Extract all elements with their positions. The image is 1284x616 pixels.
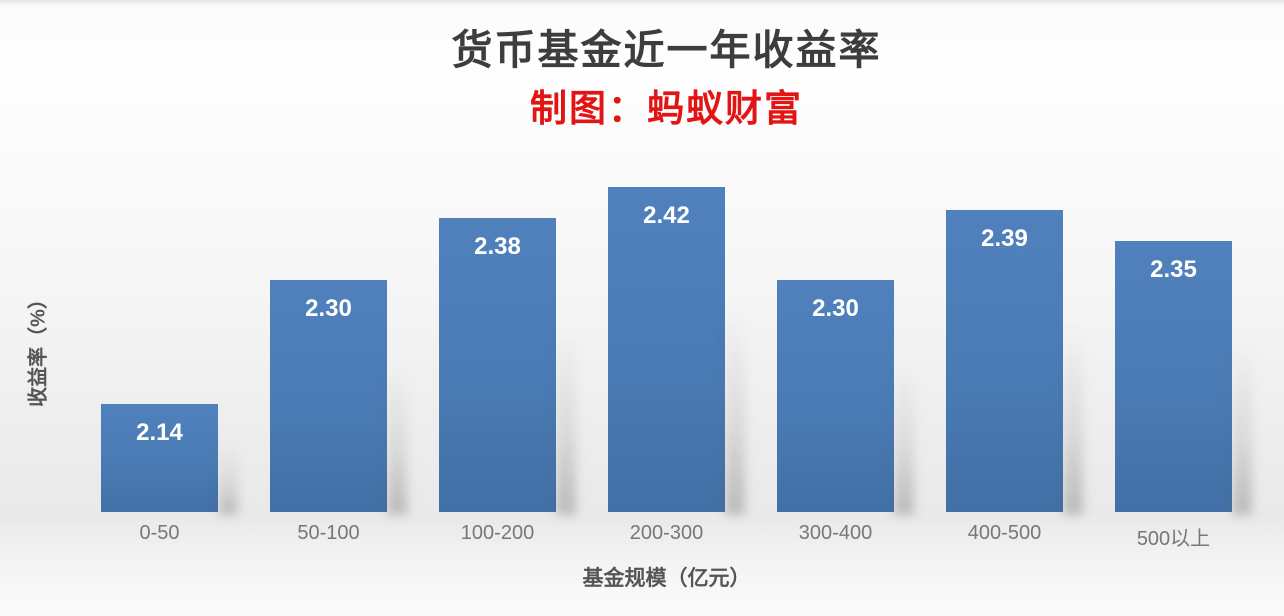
bar: 2.30 [270,279,387,512]
bar-slot: 2.30 [751,140,920,512]
category-label: 50-100 [297,522,360,544]
chart-title: 货币基金近一年收益率 [451,27,882,73]
plot-area: 2.14 2.30 2.38 2.42 2.30 2.39 2.35 0-50 50-100 1… [75,140,1258,616]
chart-subtitle: 制图：蚂蚁财富 [530,89,803,130]
bars-row: 2.14 2.30 2.38 2.42 2.30 2.39 2.35 [75,140,1258,512]
bar-value-label: 2.38 [474,232,521,260]
x-axis-categories: 0-50 50-100 100-200 200-300 300-400 400-500 50… [75,522,1258,551]
bar: 2.42 [608,186,725,512]
bar-slot: 2.35 [1089,140,1258,512]
bar-value-label: 2.30 [812,294,859,322]
category-label: 100-200 [460,522,535,544]
bar-slot: 2.38 [413,140,582,512]
bar-value-label: 2.35 [1150,255,1197,283]
bar-slot: 2.14 [75,140,244,512]
category-label: 500以上 [1136,528,1211,550]
x-axis-label: 基金规模（亿元） [582,567,751,590]
category-label: 300-400 [798,522,873,544]
bar: 2.14 [101,403,218,512]
bar-value-label: 2.14 [136,418,183,446]
bar-value-label: 2.30 [305,294,352,322]
bar: 2.30 [777,279,894,512]
bar-slot: 2.42 [582,140,751,512]
y-axis-label: 收益率（%） [27,289,50,407]
bar: 2.38 [439,217,556,512]
bar-slot: 2.30 [244,140,413,512]
category-label: 0-50 [139,522,180,544]
bar-value-label: 2.42 [643,201,690,229]
bar: 2.35 [1115,240,1232,512]
bar: 2.39 [946,209,1063,512]
bar-slot: 2.39 [920,140,1089,512]
category-label: 200-300 [629,522,704,544]
bar-value-label: 2.39 [981,224,1028,252]
category-label: 400-500 [967,522,1042,544]
